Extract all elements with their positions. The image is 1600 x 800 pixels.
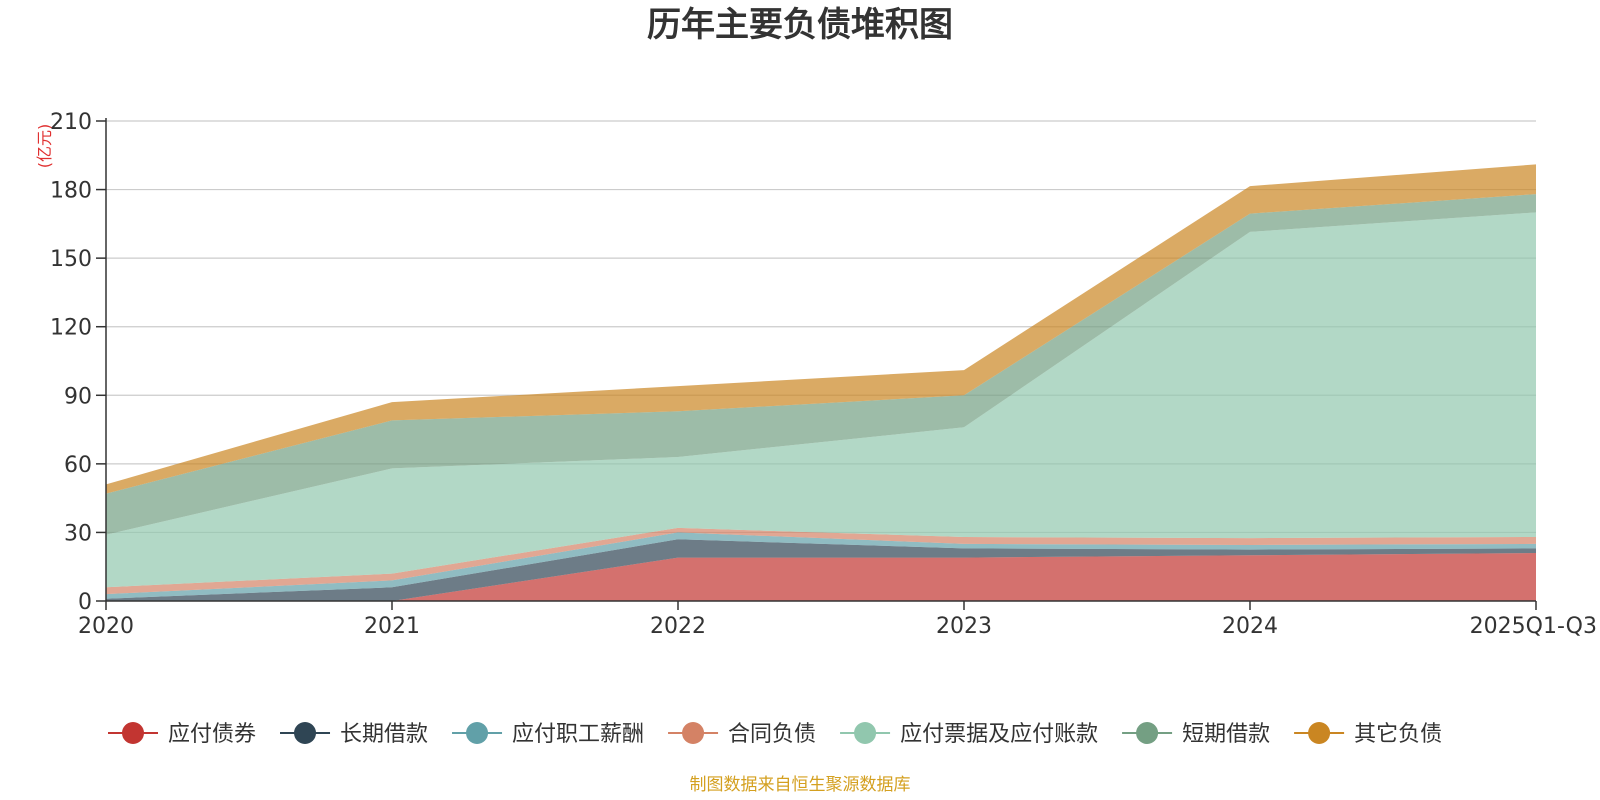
legend-item-5[interactable]: 短期借款 bbox=[1122, 722, 1270, 747]
y-tick-label: 30 bbox=[64, 521, 92, 546]
legend-label: 应付职工薪酬 bbox=[512, 722, 644, 747]
y-tick-label: 0 bbox=[78, 590, 92, 615]
area-series-6 bbox=[106, 164, 1536, 494]
area-series-1 bbox=[106, 539, 1536, 601]
x-tick-label: 2023 bbox=[936, 614, 992, 639]
y-tick-label: 180 bbox=[50, 179, 92, 204]
area-series-layer bbox=[106, 164, 1536, 601]
legend-label: 应付票据及应付账款 bbox=[900, 722, 1098, 747]
legend-label: 短期借款 bbox=[1182, 722, 1270, 747]
area-series-3 bbox=[106, 527, 1536, 595]
legend-label: 其它负债 bbox=[1354, 722, 1442, 747]
legend-label: 应付债券 bbox=[168, 722, 256, 747]
area-series-5 bbox=[106, 194, 1536, 535]
legend-item-1[interactable]: 长期借款 bbox=[280, 722, 428, 747]
legend-label: 长期借款 bbox=[340, 722, 428, 747]
y-tick-label: 150 bbox=[50, 247, 92, 272]
chart-title: 历年主要负债堆积图 bbox=[647, 5, 953, 45]
legend-marker-icon bbox=[466, 722, 489, 744]
x-tick-label: 2021 bbox=[364, 614, 420, 639]
legend-marker-icon bbox=[1136, 722, 1159, 744]
legend-marker-icon bbox=[682, 722, 705, 744]
x-tick-label: 2024 bbox=[1222, 614, 1278, 639]
legend-marker-icon bbox=[122, 722, 144, 744]
x-tick-label: 2020 bbox=[78, 614, 134, 639]
legend-item-0[interactable]: 应付债券 bbox=[108, 722, 256, 747]
y-tick-label: 120 bbox=[50, 316, 92, 341]
x-tick-label: 2025Q1-Q3 bbox=[1470, 614, 1597, 639]
y-tick-label: 60 bbox=[64, 453, 92, 478]
legend-marker-icon bbox=[1308, 722, 1331, 744]
area-series-4 bbox=[106, 212, 1536, 588]
legend-marker-icon bbox=[854, 722, 877, 744]
legend: 应付债券 长期借款 应付职工薪酬 合同负债 应付票据及应付账款 短期借款 其它负债 bbox=[108, 722, 1442, 747]
area-series-2 bbox=[106, 532, 1536, 599]
area-series-0 bbox=[106, 553, 1536, 601]
legend-item-2[interactable]: 应付职工薪酬 bbox=[452, 722, 644, 747]
x-tick-label: 2022 bbox=[650, 614, 706, 639]
legend-item-3[interactable]: 合同负债 bbox=[668, 722, 816, 747]
legend-label: 合同负债 bbox=[728, 722, 816, 747]
data-source-note: 制图数据来自恒生聚源数据库 bbox=[690, 775, 911, 795]
legend-item-6[interactable]: 其它负债 bbox=[1294, 722, 1442, 747]
y-axis-unit-label: (亿元) bbox=[35, 124, 54, 169]
legend-item-4[interactable]: 应付票据及应付账款 bbox=[840, 722, 1098, 747]
y-tick-label: 210 bbox=[50, 110, 92, 135]
axes: 0 30 60 90 120 150 180 210 2020 2021 2022 2023 2024 2… bbox=[50, 110, 1597, 639]
legend-marker-icon bbox=[294, 722, 317, 744]
y-tick-label: 90 bbox=[64, 384, 92, 409]
